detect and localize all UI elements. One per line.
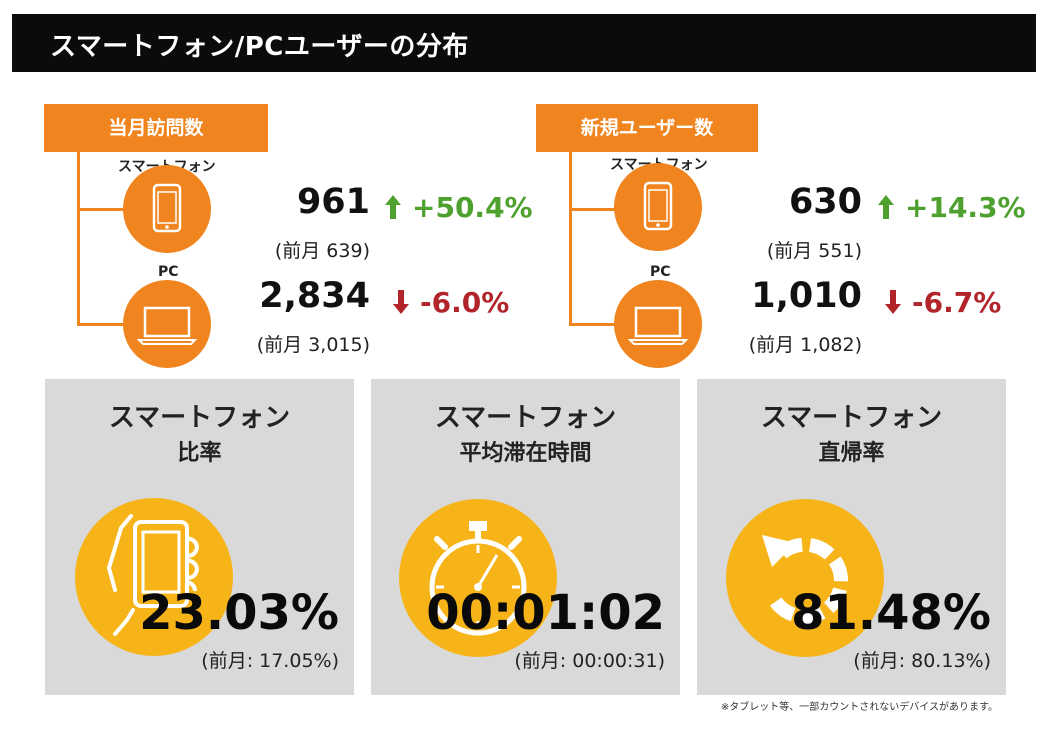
card-previous: (前月: 17.05%) (201, 650, 339, 672)
section-label: 新規ユーザー数 (536, 104, 758, 152)
stopwatch-icon (399, 499, 557, 657)
card-value: 23.03% (139, 585, 339, 641)
laptop-icon (123, 280, 211, 368)
return-arrow-icon (726, 499, 884, 657)
card-value: 81.48% (791, 585, 991, 641)
device-label: PC (650, 264, 671, 280)
card-previous: (前月: 80.13%) (853, 650, 991, 672)
arrow-up-icon (878, 195, 894, 219)
visits-smartphone-value: 961 (296, 182, 370, 222)
card-subtitle: 直帰率 (818, 441, 885, 466)
connector-line (77, 208, 127, 211)
device-label: PC (158, 264, 179, 280)
card-subtitle: 比率 (177, 441, 222, 466)
hand-phone-icon (75, 498, 233, 656)
previous-value: (前月 551) (766, 240, 862, 262)
page-title: スマートフォン/PCユーザーの分布 (50, 32, 469, 62)
new-users-smartphone-value: 630 (788, 182, 862, 222)
new-users-pc-value: 1,010 (751, 276, 862, 316)
connector-line (569, 323, 619, 326)
connector-line (77, 152, 80, 326)
section-label: 当月訪問数 (44, 104, 268, 152)
card-title: スマートフォン (760, 403, 943, 433)
connector-line (77, 323, 127, 326)
previous-value: (前月 1,082) (748, 334, 862, 356)
card-bounce-rate: スマートフォン 直帰率 81.48% (前月: 80.13%) (697, 379, 1006, 695)
delta-value: -6.7% (912, 286, 1002, 319)
smartphone-icon (123, 165, 211, 253)
card-previous: (前月: 00:00:31) (514, 650, 665, 672)
visits-pc-value: 2,834 (259, 276, 370, 316)
card-title: スマートフォン (434, 403, 617, 433)
card-avg-session-duration: スマートフォン 平均滞在時間 00:01:02 (前月: 00:00:31) (371, 379, 680, 695)
laptop-icon (614, 280, 702, 368)
arrow-up-icon (385, 195, 401, 219)
arrow-down-icon (885, 290, 901, 314)
card-smartphone-ratio: スマートフォン 比率 23.03% (前月: 17.05%) (45, 379, 354, 695)
card-value: 00:01:02 (426, 585, 665, 641)
connector-line (569, 208, 619, 211)
previous-value: (前月 3,015) (256, 334, 370, 356)
delta-value: +50.4% (412, 191, 533, 224)
smartphone-icon (614, 163, 702, 251)
previous-value: (前月 639) (274, 240, 370, 262)
arrow-down-icon (393, 290, 409, 314)
footnote: ※タブレット等、一部カウントされないデバイスがあります。 (720, 702, 998, 713)
title-bar: スマートフォン/PCユーザーの分布 (12, 14, 1036, 72)
delta-value: -6.0% (420, 286, 510, 319)
card-subtitle: 平均滞在時間 (459, 441, 592, 466)
card-title: スマートフォン (108, 403, 291, 433)
delta-value: +14.3% (905, 191, 1026, 224)
connector-line (569, 152, 572, 326)
